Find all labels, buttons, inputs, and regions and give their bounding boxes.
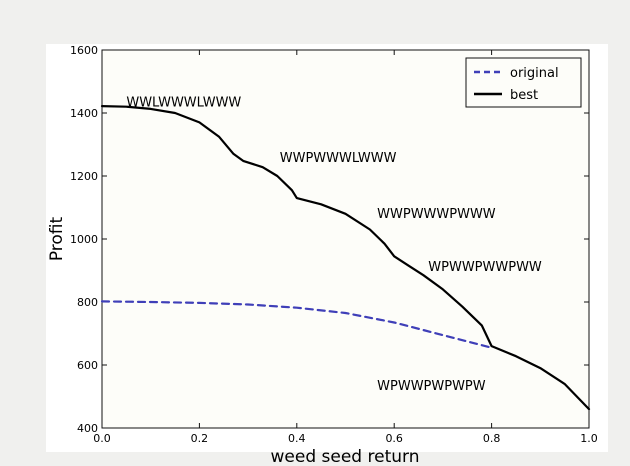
annotations-layer: WWLWWWLWWW WWPWWWLWWW WWPWWWPWWW WPWWPWWPWW… <box>126 96 542 395</box>
x-tick-label: 0.6 <box>385 432 403 445</box>
y-tick-label: 1600 <box>70 44 98 57</box>
plot-area <box>101 49 590 429</box>
axis-ticks: 0.0 0.2 0.4 0.6 0.8 1.0 400 600 800 1000 1200 1400 1… <box>70 44 598 445</box>
x-tick-label: 0.0 <box>93 432 111 445</box>
annotation-label: WWPWWWPWWW <box>377 207 496 222</box>
series-line-best <box>100 104 591 411</box>
series-line-original <box>100 300 493 349</box>
y-tick-label: 1400 <box>70 107 98 120</box>
annotation-label: WPWWPWWPWW <box>428 260 542 275</box>
legend: original best <box>465 57 582 108</box>
y-axis-label: Profit <box>47 216 67 261</box>
x-tick-label: 0.8 <box>483 432 501 445</box>
annotation-label: WWPWWWLWWW <box>280 151 397 166</box>
y-tick-label: 800 <box>77 296 98 309</box>
y-tick-label: 1000 <box>70 233 98 246</box>
x-axis-label: weed seed return <box>271 447 420 466</box>
x-tick-label: 1.0 <box>580 432 598 445</box>
annotation-label: WPWWPWPWPW <box>377 379 486 394</box>
y-tick-label: 400 <box>77 422 98 435</box>
series-layer <box>100 104 591 411</box>
x-tick-label: 0.2 <box>191 432 209 445</box>
annotation-label: WWLWWWLWWW <box>126 96 241 111</box>
legend-box <box>465 57 582 108</box>
y-tick-label: 600 <box>77 359 98 372</box>
legend-label-original: original <box>510 66 559 81</box>
legend-label-best: best <box>510 88 538 103</box>
y-tick-label: 1200 <box>70 170 98 183</box>
x-tick-label: 0.4 <box>288 432 306 445</box>
